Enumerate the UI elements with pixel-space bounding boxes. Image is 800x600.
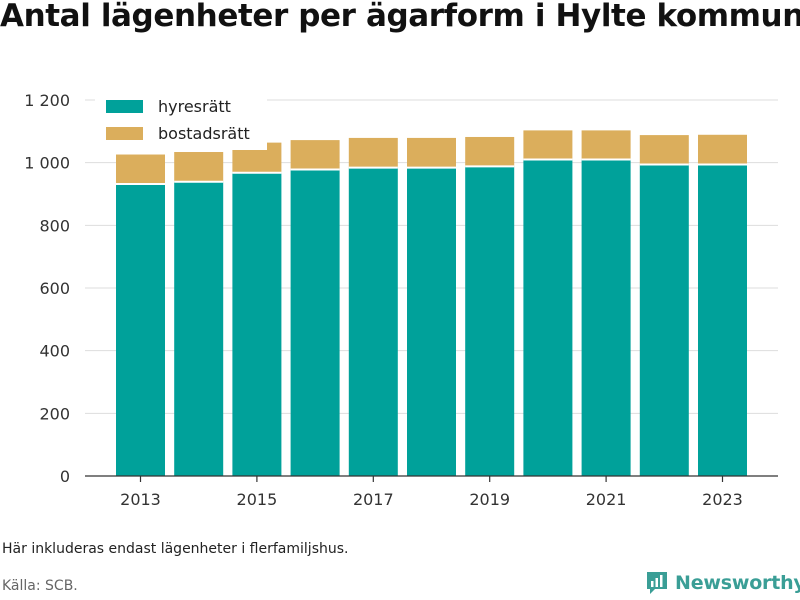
x-axis: 2013 2015 2017 2019 2021 2023 — [85, 475, 778, 509]
x-tick-label: 2021 — [586, 490, 627, 509]
x-tick-label: 2019 — [469, 490, 510, 509]
y-axis: 0 200 400 600 800 1 000 1 200 — [24, 91, 70, 486]
bar-segment — [116, 154, 165, 184]
bar-segment — [407, 137, 456, 168]
bar-segment — [639, 164, 689, 476]
bar-segment — [174, 152, 224, 182]
bar-segment — [639, 135, 689, 165]
bar-segment — [290, 140, 340, 170]
bar-segment — [523, 130, 573, 160]
bar-segment — [290, 169, 340, 476]
bar-segment — [698, 164, 747, 476]
y-tick-label: 600 — [39, 279, 70, 298]
legend: hyresrätt bostadsrätt — [95, 92, 267, 150]
y-tick-label: 0 — [60, 467, 70, 486]
bar-segment — [465, 136, 515, 167]
legend-label: hyresrätt — [158, 97, 231, 116]
x-tick-label: 2023 — [702, 490, 743, 509]
bars — [116, 130, 747, 477]
bar-segment — [348, 167, 398, 476]
legend-label: bostadsrätt — [158, 124, 250, 143]
newsworthy-icon — [647, 572, 667, 594]
x-tick-label: 2015 — [237, 490, 278, 509]
brand-name: Newsworthy — [675, 572, 800, 594]
footnote: Här inkluderas endast lägenheter i flerf… — [2, 541, 349, 557]
legend-swatch — [106, 127, 143, 140]
bar-segment — [465, 166, 515, 476]
bar-segment — [174, 181, 224, 476]
y-tick-label: 1 200 — [24, 91, 70, 110]
bar-segment — [581, 159, 631, 477]
y-tick-label: 1 000 — [24, 154, 70, 173]
bar-segment — [232, 172, 282, 476]
x-tick-label: 2013 — [120, 490, 161, 509]
bar-segment — [116, 183, 165, 476]
bar-segment — [348, 137, 398, 168]
bar-segment — [698, 134, 747, 165]
bar-segment — [407, 167, 456, 476]
chart-title: Antal lägenheter per ägarform i Hylte ko… — [0, 0, 800, 34]
brand-logo: Newsworthy — [645, 570, 800, 596]
x-tick-label: 2017 — [353, 490, 394, 509]
y-tick-label: 200 — [39, 404, 70, 423]
bar-segment — [581, 130, 631, 160]
legend-swatch — [106, 100, 143, 113]
bar-segment — [523, 159, 573, 477]
source-note: Källa: SCB. — [2, 578, 78, 594]
y-tick-label: 800 — [39, 216, 70, 235]
stacked-bar-chart: 0 200 400 600 800 1 000 1 200 2013 2015 2017 2019… — [24, 91, 778, 509]
y-tick-label: 400 — [39, 342, 70, 361]
